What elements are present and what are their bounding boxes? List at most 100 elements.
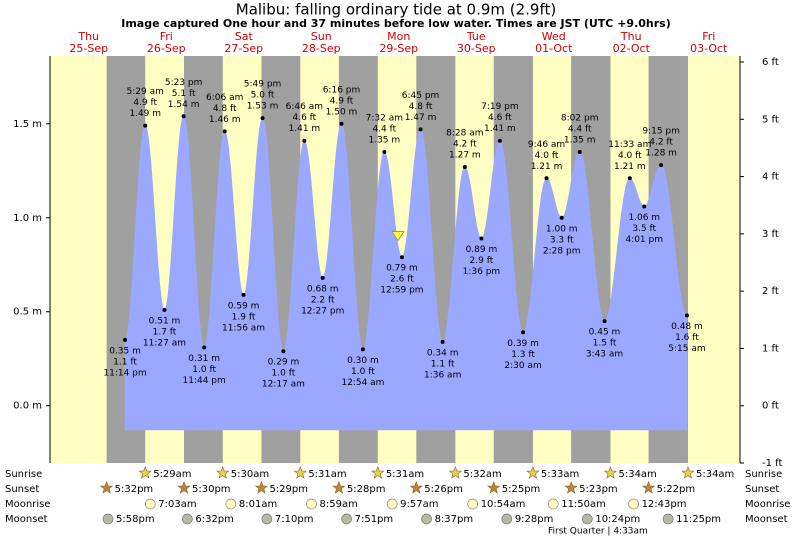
extreme-label: 1.50 m (326, 107, 358, 117)
day-label: Fri (702, 30, 715, 43)
row-time: 5:32pm (115, 484, 154, 495)
tide-area (442, 166, 466, 431)
extreme-point (382, 149, 387, 154)
moonrise-icon (386, 498, 398, 510)
extreme-label: 1.00 m (546, 224, 578, 234)
extreme-label: 8:28 am (446, 129, 483, 139)
extreme-label: 1.0 ft (351, 367, 375, 377)
extreme-label: 0.51 m (149, 316, 181, 326)
row-time: 5:58pm (116, 514, 155, 525)
extreme-label: 12:54 am (341, 378, 384, 388)
extreme-label: 0.45 m (589, 328, 621, 338)
moonset-icon (181, 513, 193, 525)
extreme-point (440, 339, 445, 344)
extreme-label: 4.8 ft (409, 102, 433, 112)
row-time: 8:37pm (435, 514, 474, 525)
row-label: Sunrise (5, 469, 42, 480)
chart-title: Malibu: falling ordinary tide at 0.9m (2… (236, 1, 556, 19)
date-label: 26-Sep (147, 42, 186, 55)
tide-area (362, 151, 385, 431)
extreme-label: 4.6 ft (292, 113, 316, 123)
y2-tick-label: -1 ft (762, 458, 782, 469)
extreme-label: 4.4 ft (568, 124, 592, 134)
day-label: Tue (466, 30, 486, 43)
extreme-label: 0.79 m (386, 264, 418, 274)
tide-area (546, 177, 563, 431)
tide-area (283, 139, 305, 431)
y2-tick-label: 4 ft (762, 172, 779, 183)
extreme-label: 2:28 pm (543, 246, 581, 256)
extreme-label: 1.21 m (614, 162, 646, 172)
y-tick-label: 0.0 m (13, 401, 42, 412)
row-time: 5:31am (308, 469, 346, 480)
row-time: 9:57am (400, 499, 438, 510)
extreme-label: 11:27 am (143, 338, 186, 348)
y-tick-label: 0.5 m (13, 307, 42, 318)
extreme-point (281, 349, 286, 354)
row-label: Moonrise (5, 499, 50, 510)
extreme-label: 4.0 ft (618, 151, 642, 161)
extreme-point (202, 345, 207, 350)
extreme-point (241, 292, 246, 297)
y2-tick-label: 0 ft (762, 401, 779, 412)
day-label: Thu (77, 30, 99, 43)
extreme-label: 1.9 ft (232, 312, 256, 322)
extreme-label: 1.28 m (645, 149, 677, 159)
extreme-point (479, 236, 484, 241)
row-label: Moonrise (745, 499, 790, 510)
tide-area (304, 140, 324, 431)
row-time: 8:01am (239, 499, 277, 510)
extreme-point (181, 114, 186, 119)
extreme-point (222, 129, 227, 134)
extreme-label: 2.9 ft (470, 256, 494, 266)
sunrise-icon (216, 465, 230, 479)
extreme-label: 6:16 pm (323, 85, 361, 95)
sunrise-icon (371, 465, 385, 479)
row-label: Sunset (745, 484, 779, 495)
tide-area (341, 123, 364, 431)
extreme-label: 11:33 am (608, 140, 651, 150)
tide-area (243, 117, 263, 431)
extreme-point (162, 307, 167, 312)
extreme-label: 1.7 ft (153, 327, 177, 337)
extreme-label: 3.3 ft (550, 235, 574, 245)
row-time: 8:59am (320, 499, 358, 510)
date-label: 03-Oct (690, 42, 728, 55)
extreme-label: 6:46 am (286, 102, 323, 112)
date-label: 30-Sep (457, 42, 496, 55)
extreme-point (577, 149, 582, 154)
sunrise-icon (603, 465, 618, 479)
moonrise-icon (628, 498, 639, 510)
extreme-point (684, 313, 689, 318)
day-label: Wed (542, 30, 566, 43)
extreme-label: 5.0 ft (251, 91, 275, 101)
extreme-point (360, 347, 365, 352)
y2-tick-label: 2 ft (762, 286, 779, 297)
row-label: Moonset (745, 514, 788, 525)
tide-area (499, 140, 524, 431)
extreme-label: 9:46 am (528, 140, 565, 150)
extreme-label: 1.53 m (247, 102, 279, 112)
sunset-icon (564, 480, 578, 494)
extreme-point (627, 176, 632, 181)
extreme-label: 5:23 pm (165, 78, 203, 88)
extreme-label: 0.39 m (507, 339, 539, 349)
y-tick-label: 1.5 m (13, 119, 42, 130)
sunset-icon (487, 480, 501, 494)
extreme-point (143, 123, 148, 128)
sunset-icon (641, 480, 656, 494)
tide-area (124, 124, 146, 431)
tide-area (464, 166, 482, 431)
tide-area (322, 123, 342, 431)
extreme-label: 1.5 ft (593, 339, 617, 349)
row-label: Sunset (5, 484, 39, 495)
extreme-label: 1.1 ft (431, 359, 455, 369)
row-time: 7:51pm (355, 514, 394, 525)
row-label: Sunrise (745, 469, 782, 480)
extreme-label: 1.46 m (209, 115, 241, 125)
row-time: 7:03am (158, 499, 196, 510)
extreme-point (302, 138, 307, 143)
chart-subtitle: Image captured One hour and 37 minutes b… (121, 17, 671, 30)
row-time: 6:32pm (195, 514, 234, 525)
row-time: 5:25pm (502, 484, 541, 495)
